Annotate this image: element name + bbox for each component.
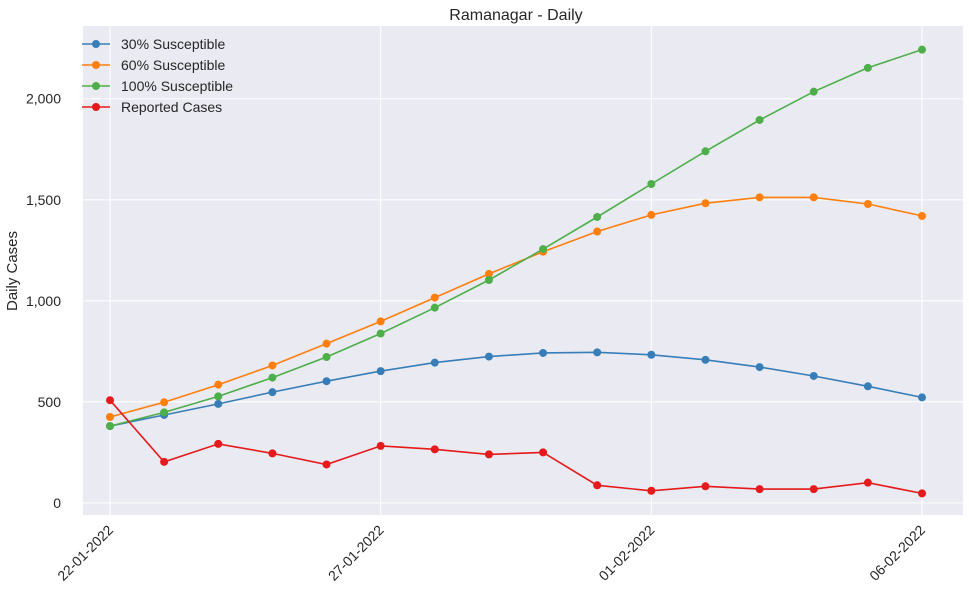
data-point xyxy=(755,363,764,372)
series-line xyxy=(109,48,923,427)
data-point xyxy=(106,396,114,405)
data-point xyxy=(809,87,818,96)
data-point xyxy=(268,388,277,397)
data-point xyxy=(376,329,385,338)
data-point xyxy=(484,269,493,278)
legend-label: 100% Susceptible xyxy=(121,78,233,94)
data-point xyxy=(214,399,223,408)
legend-swatch-marker xyxy=(92,40,100,48)
data-point xyxy=(863,200,872,209)
x-tick-label: 27-01-2022 xyxy=(325,522,387,584)
data-point xyxy=(863,63,872,72)
data-point xyxy=(755,193,764,202)
data-point xyxy=(918,393,926,402)
data-point xyxy=(268,361,277,370)
data-point xyxy=(430,445,439,454)
x-tick-labels: 22-01-2022 27-01-2022 01-02-2022 06-02-2022 xyxy=(54,522,928,584)
chart-title: Ramanagar - Daily xyxy=(449,7,582,24)
data-point xyxy=(647,180,656,189)
legend-label: 30% Susceptible xyxy=(121,36,226,52)
series-100-susceptible xyxy=(106,45,926,431)
data-point xyxy=(593,348,602,357)
legend-item: 60% Susceptible xyxy=(82,57,226,73)
data-point xyxy=(484,450,493,459)
data-point xyxy=(863,478,872,487)
data-point xyxy=(376,317,385,326)
data-point xyxy=(214,392,223,401)
data-point xyxy=(593,212,602,221)
y-tick-label: 500 xyxy=(38,394,62,410)
data-point xyxy=(918,45,926,54)
x-tick-label: 06-02-2022 xyxy=(866,522,928,584)
data-point xyxy=(160,457,169,466)
data-point xyxy=(268,373,277,382)
y-axis-label: Daily Cases xyxy=(4,231,21,311)
data-point xyxy=(160,408,169,417)
x-tick-label: 22-01-2022 xyxy=(54,522,116,584)
x-tick-label: 01-02-2022 xyxy=(595,522,657,584)
data-point xyxy=(809,485,818,494)
y-tick-labels: 0 500 1,000 1,500 2,000 xyxy=(26,91,61,511)
data-point xyxy=(214,380,223,389)
data-point xyxy=(539,348,548,357)
data-point xyxy=(322,339,331,348)
data-point xyxy=(755,115,764,124)
data-point xyxy=(430,358,439,367)
data-point xyxy=(863,382,872,391)
data-point xyxy=(484,275,493,284)
plot-area xyxy=(83,26,963,515)
legend-swatch-marker xyxy=(92,82,100,90)
y-tick-label: 1,000 xyxy=(26,293,61,309)
data-point xyxy=(701,147,710,156)
data-point xyxy=(701,199,710,208)
data-point xyxy=(701,482,710,491)
legend-swatch-marker xyxy=(92,61,100,69)
data-point xyxy=(539,245,548,254)
data-point xyxy=(647,210,656,219)
data-point xyxy=(106,412,114,421)
series-line xyxy=(109,196,923,418)
data-point xyxy=(322,352,331,361)
legend-item: 100% Susceptible xyxy=(82,78,233,94)
series-line xyxy=(109,399,923,495)
y-tick-label: 0 xyxy=(53,495,61,511)
legend-item: 30% Susceptible xyxy=(82,36,226,52)
data-point xyxy=(322,460,331,469)
data-point xyxy=(484,352,493,361)
data-point xyxy=(376,367,385,376)
data-point xyxy=(160,398,169,407)
data-point xyxy=(918,489,926,498)
data-point xyxy=(322,377,331,386)
series-reported-cases xyxy=(106,396,926,498)
data-point xyxy=(918,211,926,220)
data-point xyxy=(376,441,385,450)
data-point xyxy=(701,355,710,364)
data-point xyxy=(430,293,439,302)
data-point xyxy=(430,303,439,312)
data-point xyxy=(647,486,656,495)
data-point xyxy=(214,439,223,448)
series-line xyxy=(109,351,923,427)
legend-swatch-marker xyxy=(92,103,100,111)
data-point xyxy=(539,448,548,457)
y-tick-label: 2,000 xyxy=(26,91,61,107)
data-point xyxy=(755,485,764,494)
data-point xyxy=(647,350,656,359)
legend: 30% Susceptible 60% Susceptible 100% Susce… xyxy=(82,36,233,115)
data-point xyxy=(268,449,277,458)
data-point xyxy=(809,193,818,202)
data-point xyxy=(106,422,114,431)
legend-label: Reported Cases xyxy=(121,99,222,115)
y-tick-label: 1,500 xyxy=(26,192,61,208)
data-point xyxy=(593,481,602,490)
data-point xyxy=(593,227,602,236)
data-point xyxy=(809,371,818,380)
series-60-susceptible xyxy=(106,193,926,421)
series-group xyxy=(106,45,926,498)
legend-label: 60% Susceptible xyxy=(121,57,226,73)
legend-item: Reported Cases xyxy=(82,99,222,115)
